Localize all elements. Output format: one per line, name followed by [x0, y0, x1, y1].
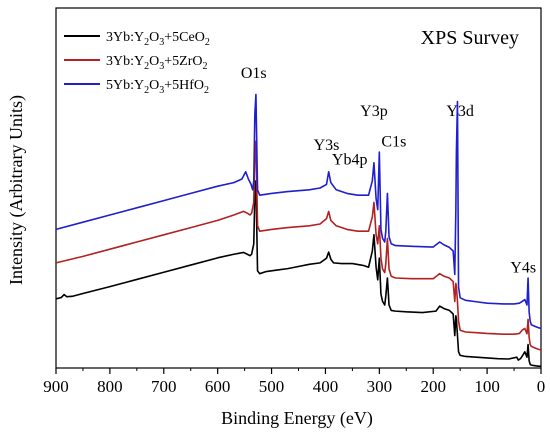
peak-label-c1s: C1s: [381, 134, 406, 151]
x-tick-label: 300: [367, 377, 393, 396]
x-tick-label: 500: [259, 377, 285, 396]
x-tick-label: 800: [97, 377, 123, 396]
peak-label-o1s: O1s: [241, 65, 267, 82]
x-tick-label: 900: [43, 377, 69, 396]
y-axis-label: Intensity (Arbitrary Units): [6, 95, 27, 285]
x-tick-label: 200: [420, 377, 446, 396]
peak-label-y4s: Y4s: [510, 260, 536, 277]
peak-label-y3s: Y3s: [314, 137, 340, 154]
legend: 3Yb:Y2O3+5CeO2 3Yb:Y2O3+5ZrO2 5Yb:Y2O3+5Hf…: [64, 30, 210, 96]
x-tick-label: 700: [151, 377, 177, 396]
chart-title: XPS Survey: [421, 27, 519, 49]
peak-label-yb4p: Yb4p: [332, 152, 368, 169]
peak-label-y3d: Y3d: [446, 103, 474, 120]
legend-label-3: 5Yb:Y2O3+5HfO2: [106, 78, 209, 96]
series-layer: [55, 93, 542, 367]
x-tick-label: 0: [537, 377, 546, 396]
legend-label-1: 3Yb:Y2O3+5CeO2: [106, 30, 210, 48]
series-line-2: [55, 140, 542, 351]
x-tick-label: 100: [474, 377, 500, 396]
x-tick-label: 400: [313, 377, 339, 396]
series-line-3: [55, 93, 542, 330]
peak-label-y3p: Y3p: [360, 103, 388, 120]
legend-label-2: 3Yb:Y2O3+5ZrO2: [106, 54, 207, 72]
x-axis-label: Binding Energy (eV): [221, 408, 373, 429]
series-line-1: [55, 180, 541, 367]
x-axis-ticks: 900 800 700 600 500 400 300 200 100 0: [43, 368, 545, 396]
x-tick-label: 600: [205, 377, 231, 396]
